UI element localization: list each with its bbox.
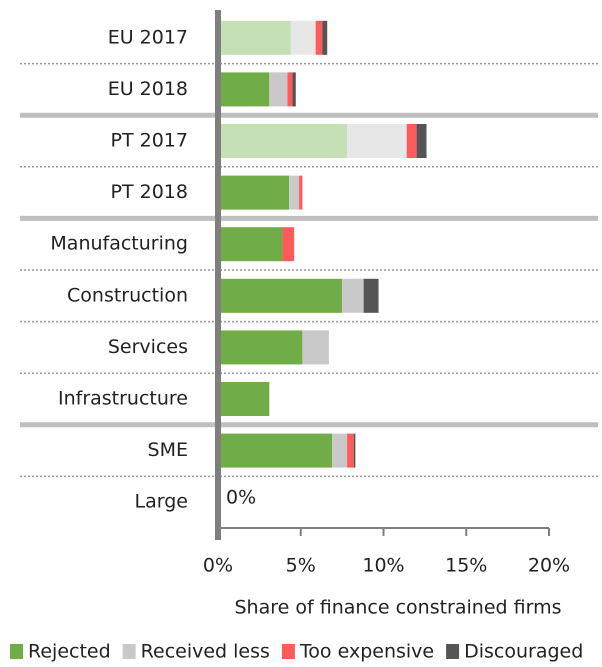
data-label: 0% (226, 487, 256, 509)
legend-swatch (122, 644, 136, 659)
bar-segment (287, 72, 293, 107)
y-tick-label: Large (135, 491, 188, 513)
x-tick-label: 15% (445, 555, 487, 577)
bar-segment (292, 72, 296, 107)
legend-swatch (10, 644, 23, 659)
y-tick-label: Services (108, 336, 188, 358)
x-tick-label: 20% (528, 555, 570, 577)
bar-segment (282, 227, 295, 262)
legend-label: Received less (141, 641, 270, 663)
bar-segment (302, 330, 329, 365)
y-tick-label: SME (148, 439, 188, 461)
bar-segment (218, 433, 333, 468)
legend-swatch (446, 644, 460, 659)
bar-segment (218, 175, 290, 210)
x-tick-label: 5% (286, 555, 316, 577)
bar-segment (416, 124, 427, 158)
bar-segment (290, 20, 316, 55)
y-tick-label: PT 2018 (111, 181, 188, 203)
x-tick-label: 0% (203, 555, 233, 577)
bar-segment (342, 278, 364, 313)
legend-label: Discouraged (464, 641, 583, 663)
y-tick-label: Infrastructure (58, 388, 188, 410)
bar-segment (315, 20, 323, 55)
bar-segment (322, 20, 328, 55)
y-tick-label: Manufacturing (50, 233, 188, 255)
x-tick-label: 10% (362, 555, 404, 577)
bar-segment (289, 175, 300, 210)
bar-segment (218, 124, 348, 158)
y-tick-label: PT 2017 (111, 130, 188, 152)
bar-segment (347, 433, 354, 468)
bar-segment (347, 124, 407, 158)
bar-segment (218, 227, 283, 262)
y-tick-label: EU 2017 (108, 26, 188, 48)
x-axis-label: Share of finance constrained firms (235, 597, 562, 619)
legend-label: Rejected (28, 641, 111, 663)
bar-segment (218, 330, 303, 365)
bar-segment (353, 433, 356, 468)
bar-segment (218, 72, 270, 107)
bar-segment (332, 433, 348, 468)
bar-segment (269, 72, 288, 107)
bar-segment (218, 20, 291, 55)
bar-segment (299, 175, 303, 210)
y-tick-label: Construction (67, 284, 188, 306)
bar-segment (363, 278, 379, 313)
bar-segment (218, 382, 270, 416)
legend-swatch (281, 644, 295, 659)
y-tick-label: EU 2018 (108, 78, 188, 100)
bar-segment (218, 278, 343, 313)
bar-segment (406, 124, 417, 158)
legend-label: Too expensive (299, 641, 434, 663)
